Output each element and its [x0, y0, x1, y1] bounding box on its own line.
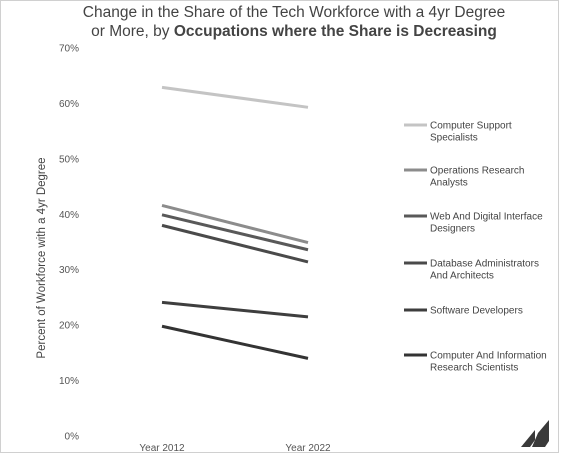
y-tick-label: 0% [65, 432, 80, 443]
y-tick-label: 60% [59, 99, 79, 110]
y-axis-title: Percent of Workforce with a 4yr Degree [36, 157, 48, 358]
brand-logo-right-mark [532, 420, 549, 447]
legend-label: Research Scientists [430, 363, 518, 374]
x-tick-label: Year 2012 [139, 443, 185, 454]
series-line [161, 213, 309, 252]
chart-title-bold: Occupations where the Share is Decreasin… [174, 23, 497, 40]
y-tick-label: 30% [59, 265, 79, 276]
series-line [161, 223, 309, 264]
x-tick-label: Year 2022 [285, 443, 331, 454]
legend-label: Computer And Information [430, 351, 547, 362]
brand-logo-left-mark [521, 430, 535, 447]
brand-logo [521, 420, 549, 447]
series-line [161, 324, 309, 360]
legend-label: Software Developers [430, 306, 523, 317]
series-line [161, 300, 309, 319]
y-tick-label: 50% [59, 154, 79, 165]
y-axis-ticks: 0% 10% 20% 30% 40% 50% 60% 70% [59, 44, 79, 443]
legend-label: Web And Digital Interface [430, 212, 543, 223]
legend-label: Designers [430, 224, 475, 235]
y-tick-label: 70% [59, 44, 79, 55]
y-tick-label: 40% [59, 210, 79, 221]
series-line [161, 203, 309, 245]
y-tick-label: 20% [59, 321, 79, 332]
chart-title-line-2: or More, by Occupations where the Share … [91, 23, 497, 40]
chart-title-line-1: Change in the Share of the Tech Workforc… [83, 4, 505, 21]
legend-label: Computer Support [430, 121, 512, 132]
legend-label: Operations Research [430, 166, 525, 177]
x-axis-ticks: Year 2012 Year 2022 [139, 443, 331, 454]
legend-label: Database Administrators [430, 259, 539, 270]
y-tick-label: 10% [59, 376, 79, 387]
legend-label: Analysts [430, 178, 468, 189]
chart-title-prefix: or More, by [91, 23, 174, 40]
legend-label: And Architects [430, 271, 494, 282]
series-line [161, 85, 309, 109]
legend-label: Specialists [430, 133, 478, 144]
series-lines [161, 85, 309, 360]
